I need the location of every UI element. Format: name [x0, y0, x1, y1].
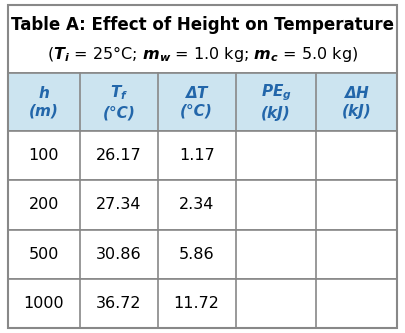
Text: $\bfit{\Delta T}$
(°C): $\bfit{\Delta T}$ (°C) — [180, 85, 213, 119]
Bar — [8, 229, 397, 279]
Bar — [8, 73, 397, 131]
Bar — [8, 131, 397, 180]
Text: ($\bfit{T}_i$ = 25°C; $\bfit{m}_w$ = 1.0 kg; $\bfit{m}_c$ = 5.0 kg): ($\bfit{T}_i$ = 25°C; $\bfit{m}_w$ = 1.0… — [47, 44, 358, 64]
Text: 30.86: 30.86 — [96, 247, 142, 262]
Text: 27.34: 27.34 — [96, 197, 142, 212]
Bar — [8, 5, 397, 73]
Bar — [8, 180, 397, 229]
Text: 11.72: 11.72 — [174, 296, 220, 311]
Text: 5.86: 5.86 — [179, 247, 215, 262]
Text: 1.17: 1.17 — [179, 148, 215, 163]
Text: $\bfit{PE}_g$
(kJ): $\bfit{PE}_g$ (kJ) — [260, 83, 292, 121]
Text: 36.72: 36.72 — [96, 296, 142, 311]
Text: 2.34: 2.34 — [179, 197, 214, 212]
Bar — [8, 279, 397, 328]
Text: 100: 100 — [29, 148, 59, 163]
Text: 1000: 1000 — [23, 296, 64, 311]
Text: 200: 200 — [29, 197, 59, 212]
Text: 500: 500 — [29, 247, 59, 262]
Text: 26.17: 26.17 — [96, 148, 142, 163]
Text: $\bfit{h}$
(m): $\bfit{h}$ (m) — [29, 85, 59, 119]
Text: $\bfit{T}_f$
(°C): $\bfit{T}_f$ (°C) — [102, 84, 135, 120]
Text: $\bfit{\Delta H}$
(kJ): $\bfit{\Delta H}$ (kJ) — [342, 85, 372, 119]
Text: Table A: Effect of Height on Temperature: Table A: Effect of Height on Temperature — [11, 16, 394, 34]
